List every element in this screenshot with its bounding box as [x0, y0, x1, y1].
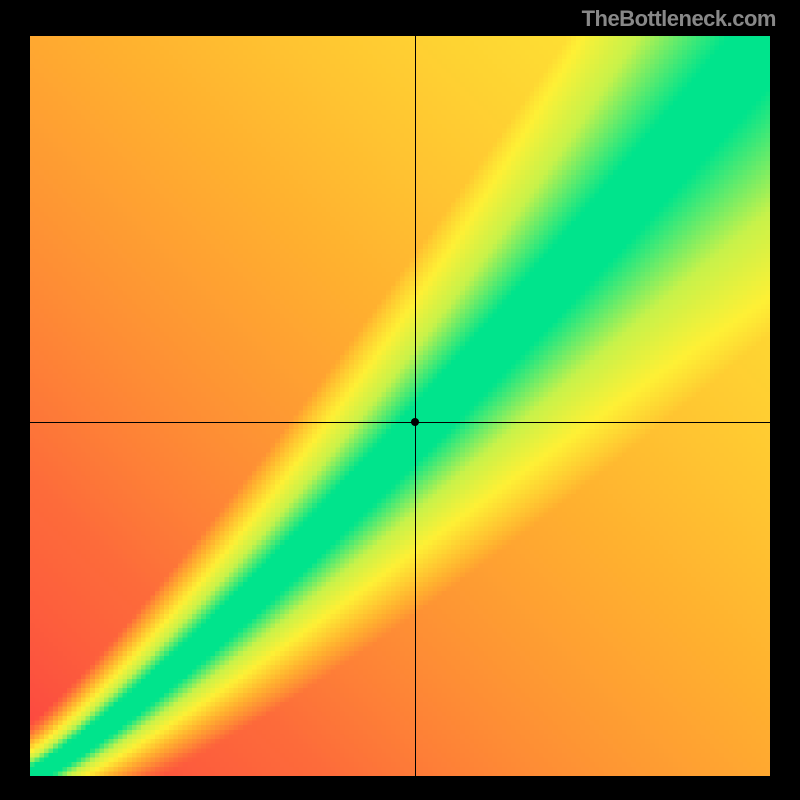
- crosshair-horizontal: [30, 422, 770, 423]
- crosshair-vertical: [415, 36, 416, 776]
- bottleneck-heatmap: [30, 36, 770, 776]
- plot-area: [30, 36, 770, 776]
- watermark-text: TheBottleneck.com: [582, 6, 776, 32]
- crosshair-marker: [411, 418, 419, 426]
